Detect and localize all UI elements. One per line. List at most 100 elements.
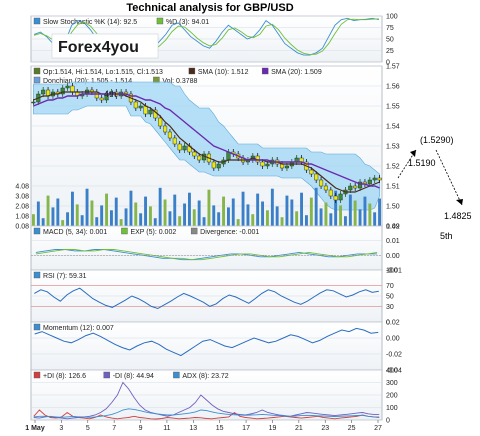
ohlc-body <box>182 145 187 151</box>
ohlc-body <box>377 177 382 181</box>
stochastic-legend-label: %D (3): 94.01 <box>166 19 209 26</box>
volume-bar <box>227 207 230 226</box>
volume-bar <box>202 217 206 226</box>
volume-tick-label: 4.08 <box>15 184 29 191</box>
ohlc-body <box>265 163 270 167</box>
ohlc-body <box>172 137 177 145</box>
ohlc-body <box>163 125 168 133</box>
ohlc-body <box>284 165 289 169</box>
volume-bar <box>85 188 89 226</box>
volume-bar <box>339 205 342 226</box>
volume-bar <box>100 205 104 226</box>
ohlc-body <box>309 169 314 175</box>
volume-bar <box>256 193 260 226</box>
volume-bar <box>51 207 55 226</box>
adx-y-tick-label: 400 <box>386 368 398 375</box>
ohlc-body <box>138 105 143 109</box>
volume-bar <box>95 217 99 226</box>
macd-y-tick-label: 0.00 <box>386 253 400 260</box>
price-legend-swatch <box>33 76 41 84</box>
rsi-y-tick-label: 0 <box>386 320 390 327</box>
volume-bar <box>66 212 69 226</box>
volume-bar <box>124 208 128 226</box>
price-y-tick-label: 1.49 <box>386 224 400 231</box>
ohlc-body <box>167 131 172 139</box>
adx-y-tick-label: 300 <box>386 380 398 387</box>
adx-series-line <box>33 381 380 420</box>
ohlc-body <box>358 181 363 189</box>
ohlc-body <box>133 101 138 109</box>
adx-legend-swatch <box>103 371 110 379</box>
annotation-target-low: 1.4825 <box>444 211 472 221</box>
volume-tick-label: 0.08 <box>15 224 29 231</box>
sma10-line <box>33 91 380 193</box>
adx-legend-swatch <box>33 371 41 379</box>
volume-bar <box>110 210 113 226</box>
volume-bar <box>241 191 245 226</box>
volume-bar <box>134 202 138 226</box>
stochastic-legend-swatch <box>156 17 164 25</box>
adx-series-line <box>33 408 380 418</box>
adx-legend-label: ADX (8): 23.72 <box>182 373 228 380</box>
macd-y-tick-label: -0.01 <box>386 268 402 275</box>
volume-bar <box>207 189 211 226</box>
price-y-tick-label: 1.53 <box>386 144 400 151</box>
volume-bar <box>314 187 318 226</box>
price-y-tick-label: 1.57 <box>386 64 400 71</box>
volume-bar <box>353 200 357 226</box>
macd-legend-label: EXP (5): 0.002 <box>130 229 176 236</box>
volume-bar <box>90 200 94 226</box>
rsi-legend-label: RSI (7): 59.31 <box>43 273 87 280</box>
ohlc-body <box>148 109 153 115</box>
x-tick-label: 25 <box>348 425 356 432</box>
momentum-y-tick-label: 0.02 <box>386 320 400 327</box>
x-tick-label: 15 <box>216 425 224 432</box>
ohlc-body <box>41 89 46 95</box>
momentum-y-tick-label: -0.04 <box>386 368 402 375</box>
volume-bar <box>197 200 201 226</box>
volume-bar <box>178 216 182 226</box>
ohlc-body <box>260 161 265 167</box>
x-tick-label: 1 May <box>25 425 45 432</box>
volume-bar <box>71 191 74 226</box>
macd-legend-swatch <box>190 227 198 235</box>
ohlc-body <box>319 179 324 187</box>
volume-bar <box>266 210 269 226</box>
stochastic-legend-label: Slow Stochastic %K (14): 92.5 <box>43 19 137 26</box>
volume-bar <box>149 206 152 226</box>
volume-bar <box>80 215 84 226</box>
adx-y-tick-label: 200 <box>386 393 398 400</box>
price-legend-swatch <box>188 67 196 75</box>
ohlc-body <box>197 155 202 161</box>
volume-bar <box>192 209 196 226</box>
ohlc-body <box>338 193 343 201</box>
volume-bar <box>222 196 225 226</box>
volume-bar <box>158 187 162 226</box>
volume-bar <box>139 213 143 226</box>
stochastic-series-line <box>33 18 379 58</box>
volume-bar <box>295 211 299 226</box>
x-tick-label: 5 <box>86 425 90 432</box>
volume-bar <box>324 202 328 226</box>
price-y-tick-label: 1.52 <box>386 164 400 171</box>
stochastic-legend-swatch <box>33 17 41 25</box>
volume-bar <box>231 198 235 226</box>
volume-bar <box>280 217 284 226</box>
volume-bar <box>348 194 352 226</box>
volume-bar <box>153 218 157 226</box>
annotation-target-high: (1.5290) <box>420 135 454 145</box>
ohlc-body <box>348 185 353 191</box>
volume-bar <box>300 192 303 226</box>
volume-bar <box>168 211 172 226</box>
adx-legend-label: -DI (8): 44.94 <box>113 373 154 380</box>
x-tick-label: 27 <box>374 425 382 432</box>
volume-bar <box>309 197 313 226</box>
momentum-legend-label: Momentum (12): 0.007 <box>43 325 114 332</box>
arrow-down-head <box>456 199 463 205</box>
volume-bar <box>75 204 79 226</box>
volume-bar <box>319 208 323 226</box>
macd-legend-swatch <box>121 227 128 235</box>
price-y-tick-label: 1.54 <box>386 124 400 131</box>
volume-tick-label: 2.08 <box>15 204 29 211</box>
adx-series-line <box>33 409 380 420</box>
